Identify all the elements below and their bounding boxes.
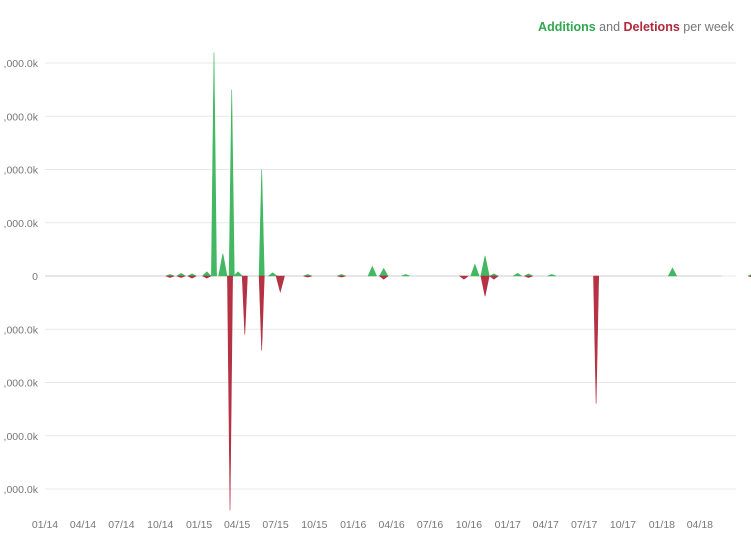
deletion-spike[interactable] xyxy=(176,275,186,278)
deletion-spike[interactable] xyxy=(488,275,500,280)
addition-spike[interactable] xyxy=(233,271,243,277)
legend-additions[interactable]: Additions xyxy=(538,20,596,34)
addition-spike[interactable] xyxy=(201,271,212,277)
legend-suffix: per week xyxy=(683,20,734,34)
legend-and: and xyxy=(599,20,621,34)
addition-spike[interactable] xyxy=(378,267,389,277)
addition-spike[interactable] xyxy=(512,272,523,277)
addition-spike[interactable] xyxy=(267,272,278,277)
deletion-spike[interactable] xyxy=(241,275,248,335)
x-tick-label: 04/18 xyxy=(687,519,713,531)
addition-spike[interactable] xyxy=(524,273,533,277)
x-tick-label: 07/15 xyxy=(262,519,288,531)
deletion-spike[interactable] xyxy=(227,275,233,511)
x-tick-label: 10/14 xyxy=(147,519,173,531)
x-tick-label: 01/18 xyxy=(649,519,675,531)
deletion-spike[interactable] xyxy=(378,275,389,280)
deletion-spike[interactable] xyxy=(524,275,533,278)
x-tick-label: 01/16 xyxy=(340,519,366,531)
x-tick-label: 04/14 xyxy=(70,519,96,531)
y-tick-label: ,000.0k xyxy=(4,484,39,496)
x-tick-label: 10/17 xyxy=(610,519,636,531)
x-tick-label: 01/17 xyxy=(495,519,521,531)
x-tick-label: 07/17 xyxy=(571,519,597,531)
deletion-spike[interactable] xyxy=(275,275,285,294)
deletion-spike[interactable] xyxy=(303,275,312,278)
deletion-spike[interactable] xyxy=(748,275,751,278)
x-tick-label: 01/14 xyxy=(32,519,58,531)
legend-deletions[interactable]: Deletions xyxy=(623,20,680,34)
y-tick-label: ,000.0k xyxy=(4,165,39,177)
addition-spike[interactable] xyxy=(228,89,235,277)
addition-spike[interactable] xyxy=(175,272,187,277)
y-tick-label: ,000.0k xyxy=(4,378,39,390)
series-layer xyxy=(165,52,751,511)
addition-spike[interactable] xyxy=(187,273,197,277)
y-tick-label: ,000.0k xyxy=(4,218,39,230)
addition-spike[interactable] xyxy=(470,263,480,277)
y-axis: ,000.0k ,000.0k ,000.0k ,000.0k 0 ,000.0k ,000… xyxy=(4,58,39,496)
addition-spike[interactable] xyxy=(480,255,490,277)
addition-spike[interactable] xyxy=(367,265,377,277)
addition-spike[interactable] xyxy=(667,267,678,277)
deletion-spike[interactable] xyxy=(458,275,470,280)
x-tick-label: 01/15 xyxy=(186,519,212,531)
grid-layer xyxy=(45,62,736,490)
x-tick-label: 10/15 xyxy=(301,519,327,531)
deletion-spike[interactable] xyxy=(258,275,265,351)
deletion-spike[interactable] xyxy=(480,275,490,297)
x-tick-label: 10/16 xyxy=(456,519,482,531)
y-tick-label: ,000.0k xyxy=(4,324,39,336)
addition-spike[interactable] xyxy=(218,253,228,277)
addition-spike[interactable] xyxy=(211,52,217,277)
addition-spike[interactable] xyxy=(489,273,499,277)
x-tick-label: 04/17 xyxy=(533,519,559,531)
y-tick-label: 0 xyxy=(32,271,38,283)
addition-spike[interactable] xyxy=(747,274,751,277)
x-tick-label: 04/15 xyxy=(224,519,250,531)
deletion-spike[interactable] xyxy=(337,275,346,278)
x-tick-label: 04/16 xyxy=(379,519,405,531)
x-tick-label: 07/14 xyxy=(108,519,134,531)
deletion-spike[interactable] xyxy=(593,275,599,404)
y-tick-label: ,000.0k xyxy=(4,58,39,70)
chart-legend: Additions and Deletions per week xyxy=(538,20,734,34)
addition-spike[interactable] xyxy=(401,274,410,277)
addition-spike[interactable] xyxy=(547,274,557,277)
x-axis: 01/14 04/14 07/14 10/14 01/15 04/15 07/15 10/15… xyxy=(32,519,713,531)
y-tick-label: ,000.0k xyxy=(4,111,39,123)
x-tick-label: 07/16 xyxy=(417,519,443,531)
y-tick-label: ,000.0k xyxy=(4,431,39,443)
deletion-spike[interactable] xyxy=(165,275,175,278)
deletion-spike[interactable] xyxy=(187,275,197,279)
deletion-spike[interactable] xyxy=(202,275,212,279)
